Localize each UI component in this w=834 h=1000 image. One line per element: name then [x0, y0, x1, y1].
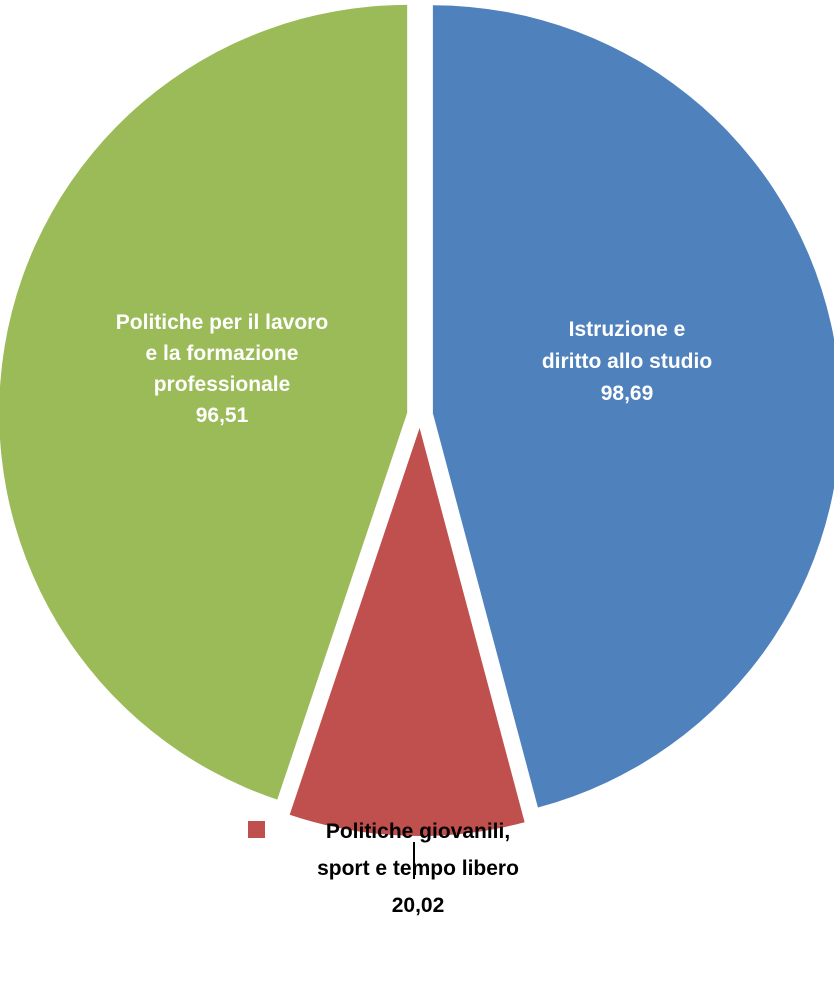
slice-label-politiche-per-il-lavoro: Politiche per il lavoro e la formazione pr… — [116, 311, 328, 427]
slice-label-line: professionale — [154, 373, 291, 396]
slice-label-politiche-giovanili: Politiche giovanili, sport e tempo libero… — [317, 820, 519, 917]
slice-value-politiche-per-il-lavoro: 96,51 — [196, 404, 249, 427]
slice-label-istruzione-e: Istruzione e diritto allo studio 98,69 — [542, 318, 712, 405]
pie-slice-politiche-giovanili — [289, 427, 525, 836]
slice-label-line: e la formazione — [146, 342, 299, 365]
slice-label-line: sport e tempo libero — [317, 857, 519, 880]
pie-slice-istruzione-e — [432, 5, 834, 808]
slice-value-politiche-giovanili: 20,02 — [392, 894, 445, 917]
pie-slice-politiche-per-il-lavoro — [0, 4, 408, 800]
legend-marker-politiche-giovanili — [248, 821, 265, 838]
slice-label-line: Politiche per il lavoro — [116, 311, 328, 334]
slice-label-line: diritto allo studio — [542, 350, 712, 373]
slice-value-istruzione-e: 98,69 — [601, 382, 654, 405]
slice-label-line: Politiche giovanili, — [326, 820, 510, 843]
slice-label-line: Istruzione e — [569, 318, 686, 341]
